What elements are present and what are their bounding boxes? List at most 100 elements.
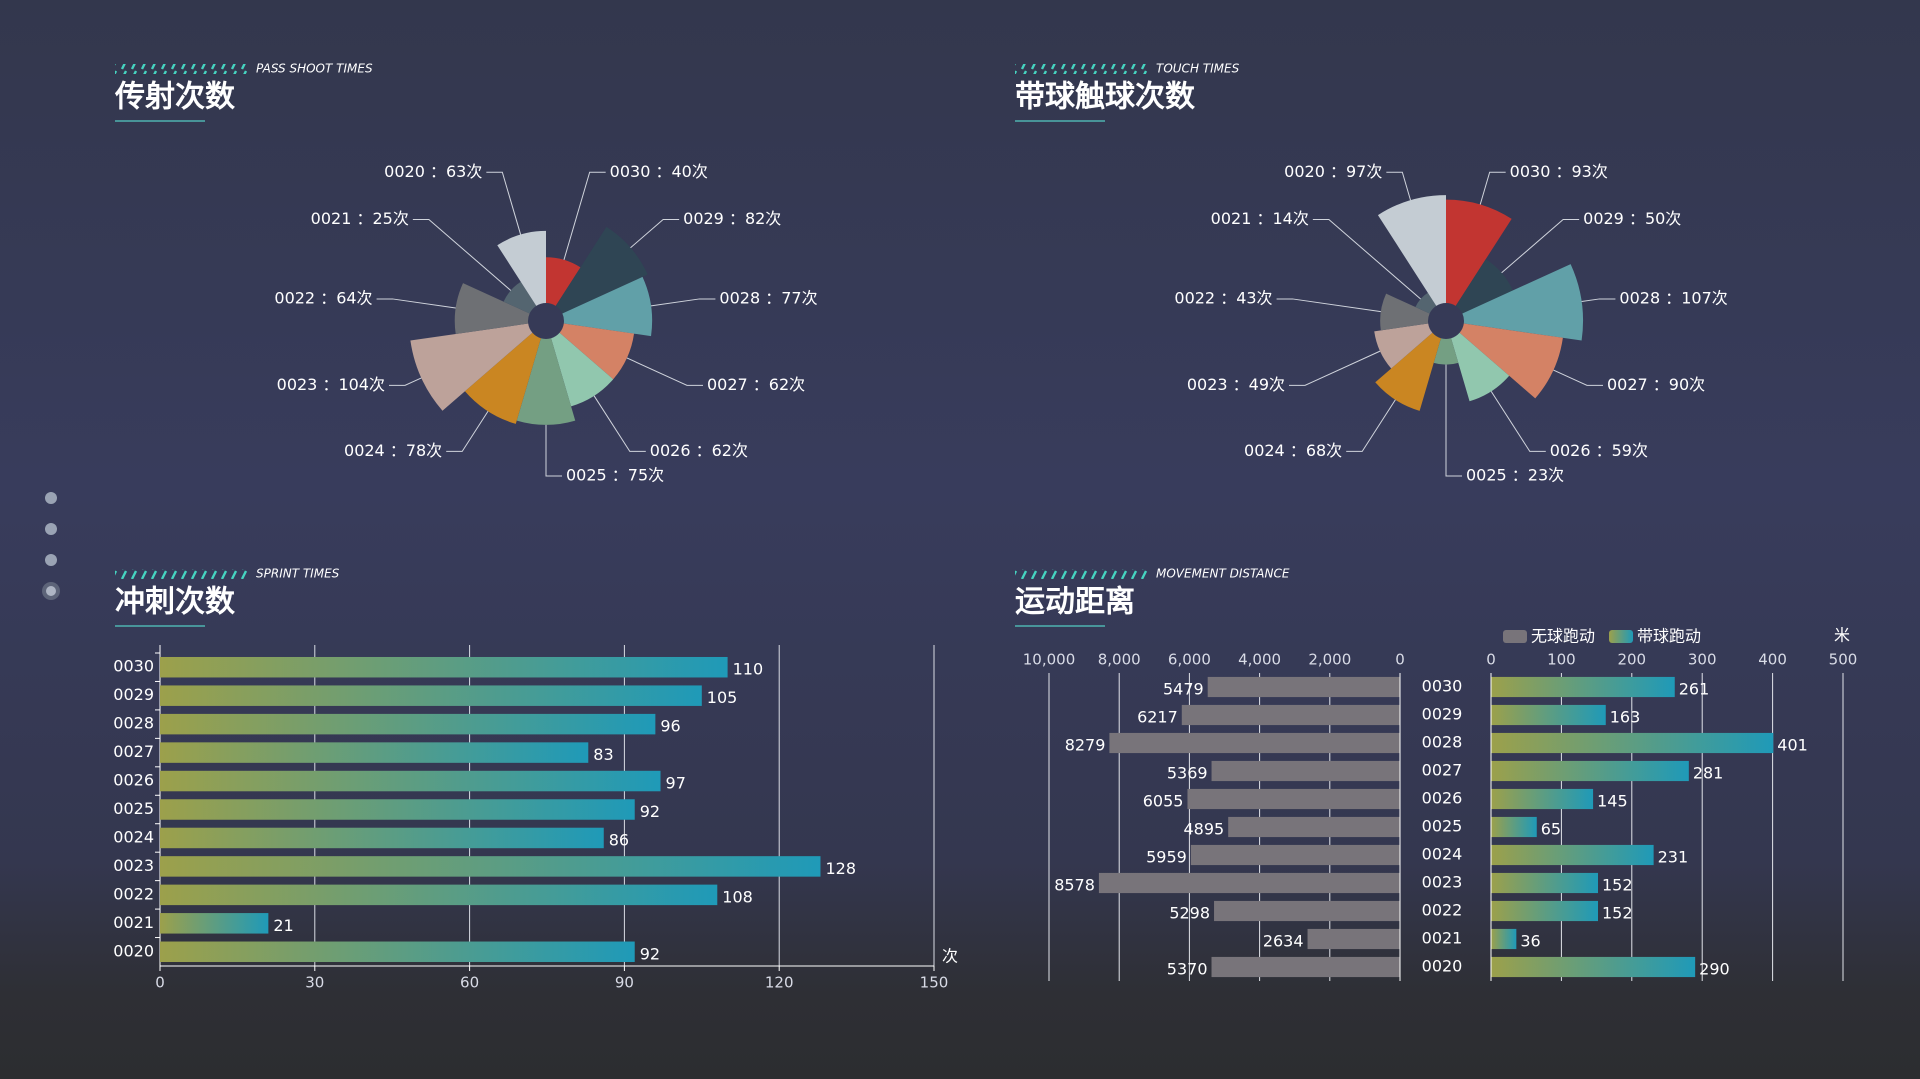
slice-label: 0026 ：59次 bbox=[1550, 441, 1648, 460]
bar bbox=[1307, 928, 1400, 950]
bar-value-label: 21 bbox=[273, 916, 293, 935]
bar bbox=[160, 884, 718, 906]
bar-value-label: 231 bbox=[1658, 848, 1689, 867]
category-label: 0029 bbox=[1422, 705, 1463, 724]
slice-label: 0026 ：62次 bbox=[650, 441, 748, 460]
rose-slice bbox=[555, 226, 648, 314]
bar-value-label: 152 bbox=[1602, 904, 1633, 923]
bar bbox=[1491, 732, 1774, 754]
category-label: 0028 bbox=[1422, 733, 1463, 752]
bar bbox=[1491, 788, 1594, 810]
y-tick-label: 0022 bbox=[113, 884, 154, 903]
slice-label: 0020 ：97次 bbox=[1284, 162, 1382, 181]
legend-label: 无球跑动 bbox=[1531, 627, 1595, 646]
bar bbox=[160, 685, 702, 706]
bar-value-label: 105 bbox=[707, 688, 738, 707]
section-subtitle: PASS SHOOT TIMES bbox=[256, 62, 373, 76]
rose-slice bbox=[1374, 323, 1433, 369]
leader-line bbox=[593, 395, 646, 452]
bar bbox=[1491, 928, 1517, 950]
rose-slice bbox=[1433, 338, 1459, 365]
y-tick-label: 0025 bbox=[113, 799, 154, 818]
bar-value-label: 145 bbox=[1597, 792, 1628, 811]
x-tick-label: 6,000 bbox=[1168, 651, 1211, 669]
x-tick-label: 120 bbox=[765, 974, 794, 992]
leader-line bbox=[1479, 171, 1506, 205]
rose-slice bbox=[1415, 292, 1437, 314]
x-tick-label: 300 bbox=[1688, 651, 1717, 669]
rose-slice bbox=[1462, 264, 1583, 341]
bar-value-label: 281 bbox=[1693, 764, 1724, 783]
header-hatch bbox=[115, 569, 250, 579]
bar bbox=[160, 827, 604, 849]
bar-value-label: 97 bbox=[666, 774, 686, 793]
header-hatch bbox=[1015, 569, 1150, 579]
slice-label: 0024 ：68次 bbox=[1244, 441, 1342, 460]
leader-line bbox=[1445, 364, 1462, 477]
x-tick-label: 10,000 bbox=[1023, 651, 1076, 669]
y-tick-label: 0027 bbox=[113, 742, 154, 761]
x-tick-label: 60 bbox=[460, 974, 479, 992]
rose-slice bbox=[454, 283, 530, 334]
y-tick-label: 0024 bbox=[113, 827, 154, 846]
y-tick-label: 0028 bbox=[113, 714, 154, 733]
bar bbox=[1491, 900, 1599, 922]
slice-label: 0025 ：75次 bbox=[566, 466, 664, 485]
bar-value-label: 128 bbox=[825, 859, 856, 878]
rose-slice bbox=[464, 332, 541, 424]
nav-dot[interactable] bbox=[45, 523, 57, 535]
bar-value-label: 8279 bbox=[1065, 736, 1106, 755]
nav-dot[interactable] bbox=[45, 492, 57, 504]
bar-value-label: 36 bbox=[1520, 932, 1540, 951]
x2-axis-unit: 米 bbox=[1834, 626, 1850, 645]
section-title: 冲刺次数 bbox=[115, 585, 236, 620]
y-tick-label: 0021 bbox=[113, 913, 154, 932]
x-tick-label: 8,000 bbox=[1098, 651, 1141, 669]
rose-slice bbox=[1459, 323, 1563, 399]
rose-slice bbox=[1451, 332, 1510, 402]
x-tick-label: 0 bbox=[1486, 651, 1496, 669]
slice-label: 0023 ：104次 bbox=[277, 375, 385, 394]
bar bbox=[1211, 956, 1400, 978]
bar-value-label: 2634 bbox=[1263, 932, 1304, 951]
x-tick-label: 150 bbox=[920, 974, 949, 992]
bar bbox=[1491, 760, 1689, 782]
x-tick-label: 90 bbox=[615, 974, 634, 992]
bar-value-label: 92 bbox=[640, 944, 660, 963]
category-label: 0023 bbox=[1422, 873, 1463, 892]
bar-value-label: 86 bbox=[609, 830, 629, 849]
bar-value-label: 290 bbox=[1699, 960, 1730, 979]
slice-label: 0022 ：43次 bbox=[1174, 288, 1272, 307]
y-tick-label: 0020 bbox=[113, 941, 154, 960]
bar-value-label: 5370 bbox=[1167, 960, 1208, 979]
x-tick-label: 30 bbox=[305, 974, 324, 992]
leader-line bbox=[563, 171, 606, 260]
leader-line bbox=[545, 424, 562, 477]
nav-dot[interactable] bbox=[45, 554, 57, 566]
rose-slice bbox=[497, 230, 546, 306]
y-tick-label: 0030 bbox=[113, 657, 154, 676]
bar-value-label: 152 bbox=[1602, 876, 1633, 895]
bar bbox=[160, 770, 661, 792]
slice-label: 0030 ：93次 bbox=[1510, 162, 1608, 181]
rose-slice bbox=[546, 257, 581, 306]
slice-label: 0023 ：49次 bbox=[1187, 375, 1285, 394]
leader-line bbox=[630, 218, 680, 249]
bar bbox=[160, 742, 589, 763]
bar bbox=[160, 799, 635, 820]
slice-label: 0022 ：64次 bbox=[274, 288, 372, 307]
legend-swatch bbox=[1503, 630, 1527, 643]
slice-label: 0028 ：107次 bbox=[1619, 288, 1727, 307]
section-title: 传射次数 bbox=[114, 80, 236, 115]
bar bbox=[1211, 760, 1400, 782]
slice-label: 0021 ：25次 bbox=[311, 209, 409, 228]
x-tick-label: 2,000 bbox=[1308, 651, 1351, 669]
x-tick-label: 0 bbox=[1395, 651, 1405, 669]
bar bbox=[160, 656, 728, 678]
slice-label: 0024 ：78次 bbox=[344, 441, 442, 460]
bar-value-label: 8578 bbox=[1054, 876, 1095, 895]
bar-value-label: 261 bbox=[1679, 680, 1710, 699]
section-subtitle: MOVEMENT DISTANCE bbox=[1156, 567, 1290, 581]
